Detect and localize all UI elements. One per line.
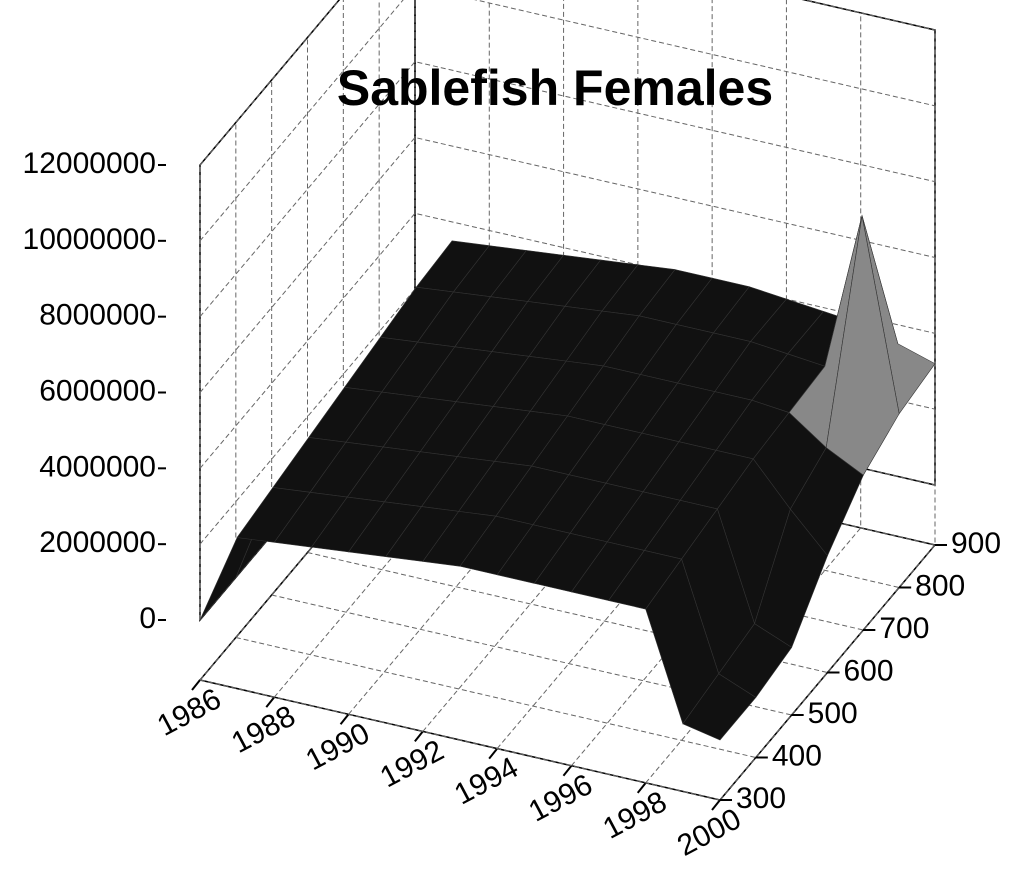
x-tick [339,713,350,725]
x-tick [265,696,276,708]
grid-line [199,679,721,801]
z-tick-label: 2000000 [39,526,156,559]
y-tick-label: 300 [736,782,786,815]
grid-line [235,637,756,758]
x-tick-label: 1994 [449,751,523,811]
x-tick [191,679,201,691]
x-tick-label: 1986 [152,682,226,742]
grid-line [719,30,936,801]
y-tick-label: 500 [808,697,858,730]
grid-line [645,12,862,784]
x-tick [488,747,498,760]
z-tick-label: 0 [139,602,156,635]
x-tick-label: 1996 [523,768,597,828]
z-tick-label: 12000000 [23,147,156,180]
z-tick-label: 6000000 [39,374,156,407]
x-tick-label: 1998 [598,785,672,845]
z-tick-label: 4000000 [39,450,156,483]
x-tick-label: 1992 [375,734,449,794]
x-tick [562,765,573,777]
y-tick-label: 700 [879,612,929,645]
surface [199,214,936,741]
grid-line [199,136,936,393]
y-tick-label: 400 [772,739,822,772]
chart-title: Sablefish Females [337,60,773,116]
x-tick [711,799,721,811]
x-tick [414,730,424,743]
surface-cell [682,673,757,741]
y-tick-label: 800 [915,569,965,602]
grid-line [199,61,936,317]
z-tick-label: 10000000 [23,223,156,256]
x-tick-label: 1990 [301,717,375,777]
x-tick-label: 1988 [226,700,300,760]
z-tick-label: 8000000 [39,299,156,332]
grid-line [199,0,936,242]
y-tick-label: 900 [951,527,1001,560]
y-tick-label: 600 [844,654,894,687]
x-tick [636,782,647,794]
